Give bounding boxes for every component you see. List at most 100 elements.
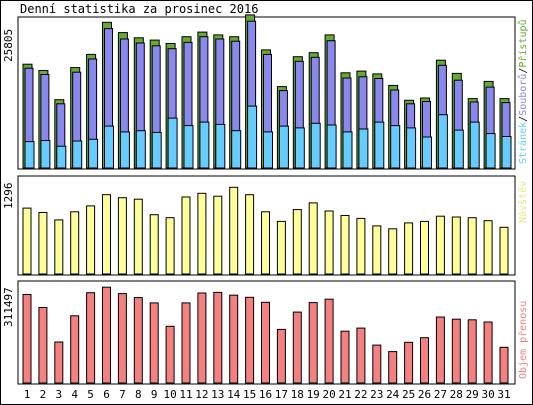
legend-visits: Návštěv (517, 181, 529, 223)
bar-pages (342, 131, 353, 169)
bar-kbytes (499, 346, 509, 384)
x-tick-label: 2 (40, 388, 47, 401)
x-tick-label: 31 (497, 388, 510, 401)
bar-kbytes (165, 325, 175, 384)
bar-kbytes (388, 351, 398, 384)
bar-pages (199, 121, 210, 169)
bar-visits (435, 215, 445, 275)
y-max-label-kbytes: 311497 (2, 287, 15, 327)
bar-pages (215, 123, 226, 169)
x-tick-label: 1 (24, 388, 31, 401)
legend-hits: Přístupů (517, 19, 529, 67)
bars-kbytes (22, 286, 509, 384)
x-tick-label: 19 (307, 388, 320, 401)
bar-pages (485, 133, 496, 169)
bar-kbytes (149, 302, 159, 384)
bar-pages (72, 140, 83, 169)
bar-pages (231, 130, 242, 169)
bar-visits (86, 205, 96, 275)
x-tick-label: 4 (71, 388, 78, 401)
bar-pages (135, 130, 146, 169)
bar-pages (469, 121, 480, 169)
legend-sep-1: / (518, 116, 529, 122)
bar-visits (261, 211, 270, 275)
x-tick-label: 9 (151, 388, 158, 401)
x-tick-label: 3 (55, 388, 62, 401)
bar-visits (467, 217, 477, 275)
bar-pages (501, 136, 512, 169)
bar-pages (247, 105, 258, 169)
bar-visits (483, 220, 493, 275)
bar-kbytes (213, 291, 223, 384)
bar-visits (372, 225, 382, 275)
bar-kbytes (356, 327, 366, 384)
legend-kbytes: Objem přenosu (517, 301, 529, 379)
bar-kbytes (324, 298, 334, 384)
x-tick-label: 17 (275, 388, 288, 401)
x-tick-label: 16 (259, 388, 272, 401)
bars-visits (22, 186, 509, 275)
bar-kbytes (467, 319, 477, 384)
chart-title: Denní statistika za prosinec 2016 (20, 2, 258, 16)
x-tick-label: 22 (354, 388, 367, 401)
bar-kbytes (102, 286, 111, 384)
bar-kbytes (340, 330, 350, 384)
bar-pages (88, 138, 99, 169)
x-tick-label: 28 (450, 388, 463, 401)
bar-visits (324, 210, 334, 275)
legend-hits-files-pages: Stránek/Souborů/Přístupů (517, 19, 529, 164)
x-tick-label: 10 (163, 388, 176, 401)
y-max-label-hits: 25805 (2, 29, 15, 62)
bar-pages (40, 140, 51, 169)
bar-visits (133, 198, 143, 275)
bar-pages (406, 127, 417, 169)
bar-kbytes (404, 341, 414, 384)
x-tick-label: 5 (87, 388, 94, 401)
x-tick-label: 29 (466, 388, 479, 401)
bar-kbytes (276, 328, 286, 384)
x-tick-label: 23 (370, 388, 383, 401)
bar-kbytes (435, 316, 445, 384)
bar-kbytes (70, 315, 80, 384)
bar-visits (451, 216, 461, 275)
bar-kbytes (117, 293, 127, 384)
bar-kbytes (54, 341, 64, 384)
legend-files: Souborů (517, 74, 529, 116)
bar-kbytes (229, 294, 239, 384)
bar-pages (294, 127, 305, 169)
x-tick-label: 27 (434, 388, 447, 401)
bar-pages (310, 122, 321, 169)
x-tick-label: 12 (195, 388, 208, 401)
bar-kbytes (38, 307, 48, 384)
bar-pages (358, 128, 369, 169)
bar-kbytes (197, 292, 207, 384)
bar-kbytes (483, 321, 493, 384)
y-max-label-visits: 1296 (2, 183, 15, 210)
bar-pages (183, 125, 194, 169)
x-tick-label: 7 (119, 388, 126, 401)
bar-pages (374, 121, 385, 169)
bar-visits (70, 211, 80, 275)
bar-kbytes (261, 301, 270, 384)
legend-sep-2: / (518, 68, 529, 74)
x-tick-label: 14 (227, 388, 241, 401)
bar-pages (167, 117, 178, 169)
x-tick-label: 8 (135, 388, 142, 401)
bar-pages (278, 125, 289, 169)
bar-visits (38, 212, 48, 275)
bar-kbytes (181, 302, 191, 384)
x-tick-label: 6 (103, 388, 110, 401)
bar-pages (326, 124, 337, 169)
legend-pages: Stránek (517, 122, 529, 164)
bar-visits (499, 226, 509, 275)
bar-visits (197, 192, 207, 275)
bar-pages (422, 136, 432, 169)
bar-visits (420, 220, 429, 275)
bar-kbytes (245, 296, 255, 384)
x-tick-label: 15 (243, 388, 256, 401)
bar-visits (356, 217, 366, 275)
bar-visits (181, 196, 191, 275)
bar-pages (151, 131, 162, 169)
bar-kbytes (308, 302, 318, 384)
bar-visits (229, 186, 239, 275)
